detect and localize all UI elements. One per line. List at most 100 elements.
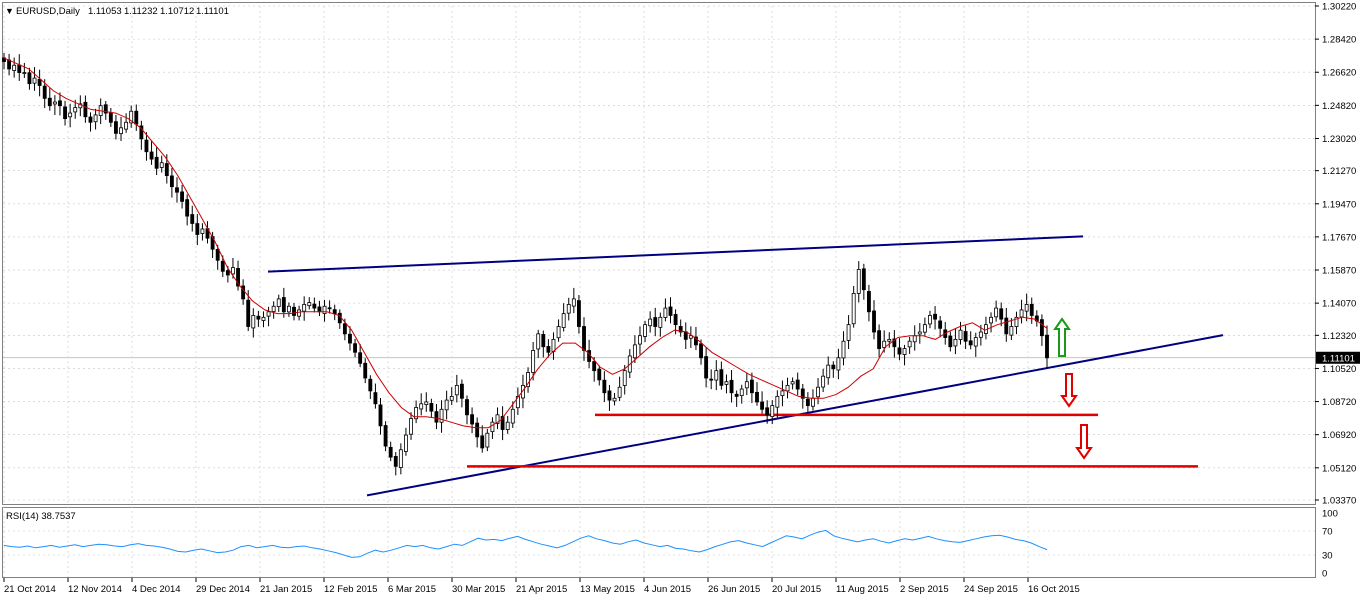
candle-body (531, 350, 536, 373)
arrow-up-icon (1053, 317, 1071, 357)
candle-body (551, 338, 556, 352)
candle-body (220, 260, 225, 272)
candle-body (597, 368, 602, 381)
candle-body (195, 223, 200, 235)
candle-body (236, 268, 240, 287)
candle-body (749, 379, 754, 394)
rsi-series (3, 529, 1048, 558)
candle-body (22, 72, 27, 75)
candle-body (765, 407, 770, 416)
candle-body (780, 390, 785, 397)
rsi-plot-frame (2, 507, 1316, 578)
candle-body (867, 291, 871, 313)
main-plot-frame (2, 2, 1316, 505)
candle-body (73, 107, 78, 113)
menu-glyph-icon[interactable]: ▼ (5, 6, 14, 16)
candle-body (17, 64, 22, 74)
candle-body (149, 151, 154, 160)
candle-body (312, 303, 317, 309)
price-tick-label: 1.14070 (1322, 299, 1356, 310)
candle-body (429, 403, 434, 412)
candle-body (800, 388, 805, 399)
current-price-badge (1316, 351, 1360, 364)
candle-body (816, 386, 820, 398)
candle-body (124, 121, 129, 130)
candle-body (978, 331, 983, 338)
candle-body (256, 315, 261, 320)
date-tick-label: 30 Mar 2015 (452, 584, 505, 595)
date-tick-label: 20 Jul 2015 (772, 584, 821, 595)
candle-body (37, 78, 42, 86)
candle-body (200, 228, 205, 234)
candle-body (505, 421, 510, 430)
candle-body (536, 333, 541, 350)
price-tick-label: 1.21270 (1322, 166, 1356, 177)
ohlc-low: 1.10712 (160, 6, 194, 17)
candle-body (653, 317, 658, 327)
candle-body (790, 381, 795, 385)
candle-body (826, 364, 831, 379)
candle-body (388, 446, 393, 458)
candle-body (88, 116, 93, 123)
price-tick-label: 1.24820 (1322, 101, 1356, 112)
arrow-down-icon (1075, 424, 1093, 460)
price-tick-label: 1.08720 (1322, 397, 1356, 408)
candle-body (2, 57, 6, 62)
candle-body (398, 449, 403, 468)
candle-body (444, 399, 449, 411)
candle-body (658, 316, 663, 328)
price-tick-label: 1.15870 (1322, 266, 1356, 277)
candle-body (175, 187, 179, 193)
candle-body (922, 324, 927, 333)
candle-body (968, 340, 973, 346)
candle-body (480, 435, 485, 449)
candle-body (12, 64, 17, 71)
ohlc-close: 1.11101 (196, 6, 229, 17)
candle-body (734, 393, 739, 397)
candle-body (449, 396, 454, 401)
candle-body (225, 270, 230, 276)
candle-body (668, 306, 673, 316)
date-tick-label: 29 Dec 2014 (196, 584, 250, 595)
candle-body (465, 399, 469, 416)
candle-body (190, 214, 195, 224)
candle-body (1019, 309, 1024, 318)
candle-body (1039, 319, 1044, 337)
candle-body (108, 112, 113, 123)
candle-body (688, 335, 693, 339)
candle-body (348, 333, 352, 344)
candle-body (231, 267, 235, 275)
price-tick-label: 1.19470 (1322, 199, 1356, 210)
date-tick-label: 12 Feb 2015 (324, 584, 377, 595)
date-tick-label: 21 Apr 2015 (516, 584, 567, 595)
price-tick-label: 1.17670 (1322, 232, 1356, 243)
candle-body (169, 175, 174, 188)
moving-average-line (3, 57, 1048, 429)
candle-body (526, 372, 530, 388)
candle-body (546, 346, 551, 353)
date-tick-label: 12 Nov 2014 (68, 584, 122, 595)
price-tick-label: 1.26620 (1322, 68, 1356, 79)
candle-body (68, 112, 73, 118)
candles (2, 52, 1049, 476)
candle-body (317, 306, 322, 313)
candle-body (409, 418, 413, 435)
candle-body (714, 370, 719, 381)
candle-body (770, 405, 775, 417)
arrow-down-icon (1060, 373, 1078, 408)
candle-body (576, 300, 581, 327)
candle-body (134, 110, 139, 125)
candle-body (63, 106, 67, 119)
candle-body (1024, 304, 1029, 312)
candle-body (795, 379, 800, 390)
candle-body (999, 308, 1004, 320)
candle-body (994, 307, 999, 318)
candle-body (373, 392, 378, 405)
candle-body (439, 408, 444, 423)
candle-body (846, 324, 851, 341)
candle-body (500, 416, 505, 430)
candle-body (414, 407, 419, 420)
candle-body (861, 268, 866, 291)
